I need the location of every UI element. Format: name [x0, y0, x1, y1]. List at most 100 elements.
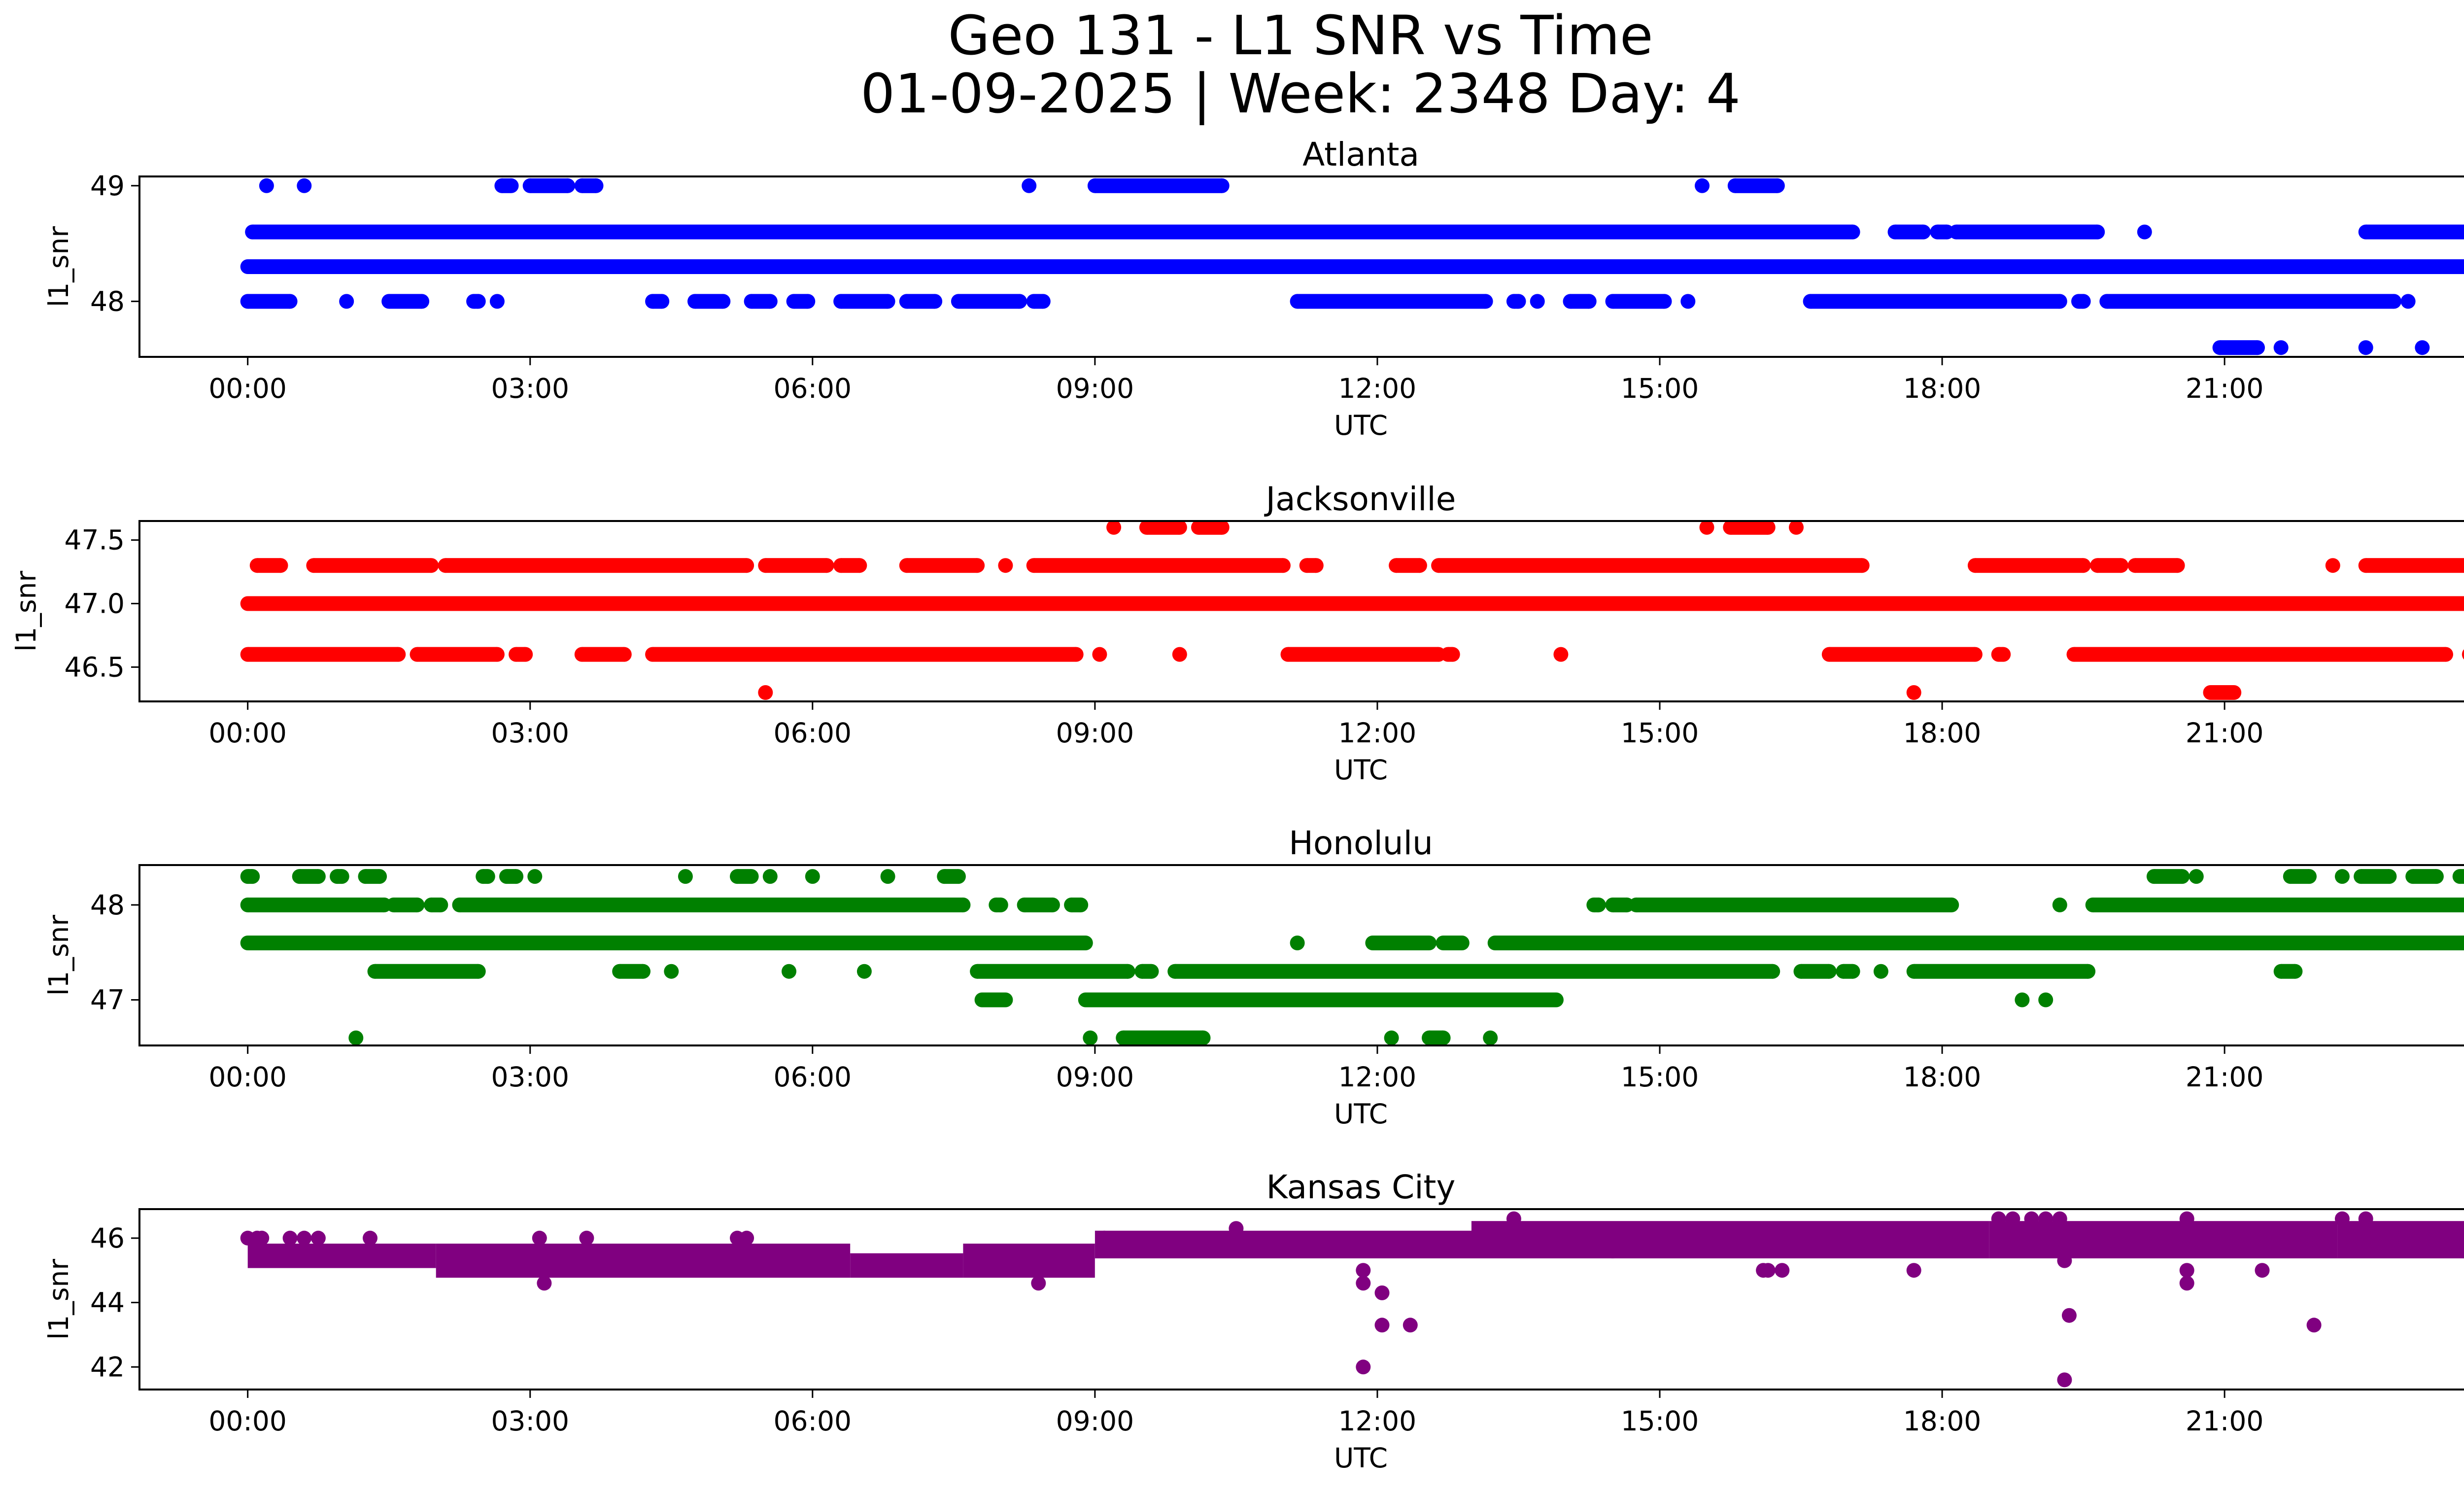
x-tick-label: 03:00	[491, 373, 569, 404]
data-point	[1280, 647, 1296, 662]
data-point	[240, 936, 255, 950]
data-point	[1403, 1318, 1418, 1333]
x-tick-label: 09:00	[1056, 373, 1134, 404]
x-tick-label: 18:00	[1903, 717, 1982, 749]
data-point	[2283, 869, 2298, 884]
data-point	[636, 964, 650, 979]
data-point	[1078, 936, 1093, 950]
data-point	[1906, 1263, 1921, 1278]
data-point	[273, 558, 288, 573]
data-point	[292, 869, 307, 884]
data-run	[1495, 936, 2464, 950]
data-point	[1793, 964, 1809, 979]
data-point	[1012, 294, 1027, 309]
x-tick-label: 21:00	[2186, 373, 2264, 404]
data-point	[522, 178, 538, 193]
x-tick-label: 18:00	[1903, 1405, 1982, 1437]
data-run	[2365, 224, 2464, 240]
data-point	[2179, 1263, 2194, 1278]
data-point	[1483, 1030, 1498, 1045]
plot-frame	[138, 520, 2464, 702]
data-point	[1445, 647, 1460, 662]
data-point	[1695, 178, 1710, 193]
x-tick-label: 12:00	[1338, 717, 1417, 749]
data-point	[2212, 340, 2227, 355]
data-band	[436, 1244, 851, 1278]
data-point	[1374, 1285, 1390, 1300]
data-point	[452, 897, 467, 912]
data-point	[612, 964, 627, 979]
data-run	[247, 647, 399, 662]
x-tick-label: 03:00	[491, 717, 569, 749]
data-point	[1092, 647, 1107, 662]
data-point	[358, 869, 373, 884]
x-tick-label: 18:00	[1903, 373, 1982, 404]
data-point	[297, 1230, 312, 1246]
data-point	[2415, 340, 2430, 355]
chart-subtitle: 01-09-2025 | Week: 2348 Day: 4	[860, 62, 1741, 126]
data-point	[1035, 294, 1051, 309]
data-point	[1214, 178, 1230, 193]
data-point	[1906, 685, 1921, 700]
data-point	[758, 685, 773, 700]
data-point	[1073, 897, 1089, 912]
data-point	[1436, 936, 1451, 950]
data-point	[2081, 964, 2096, 979]
panels: Atlanta 48 49 l1_snr 00:00 03:00 06:00 09:00 12:…	[10, 136, 2464, 1474]
data-point	[1605, 897, 1620, 912]
data-run	[445, 558, 747, 573]
data-point	[282, 294, 298, 309]
data-point	[1120, 964, 1135, 979]
data-point	[880, 294, 895, 309]
data-point	[1605, 294, 1620, 309]
y-axis-label: l1_snr	[43, 1259, 74, 1340]
data-point	[1591, 897, 1606, 912]
data-run	[1095, 178, 1222, 193]
data-point	[1431, 558, 1446, 573]
data-point	[927, 294, 943, 309]
data-point	[414, 294, 430, 309]
data-point	[1821, 647, 1837, 662]
data-point	[2076, 558, 2091, 573]
data-run	[252, 224, 1853, 240]
data-point	[2354, 869, 2369, 884]
data-point	[509, 869, 524, 884]
data-point	[951, 294, 966, 309]
data-point	[306, 558, 321, 573]
data-point	[588, 178, 604, 193]
data-point	[1605, 1244, 1620, 1258]
data-point	[1873, 964, 1888, 979]
data-band	[1989, 1221, 2338, 1258]
data-point	[2358, 224, 2373, 240]
data-point	[687, 294, 702, 309]
data-point	[1845, 964, 1860, 979]
data-point	[956, 897, 971, 912]
data-point	[998, 992, 1013, 1008]
subplot-kansas-city: Kansas City 42 44 46 l1_snr 00:00 03:00 06:00 09…	[43, 1168, 2464, 1474]
data-point	[1422, 936, 1437, 950]
data-run	[2365, 558, 2464, 573]
data-point	[1991, 1211, 2006, 1226]
data-point	[1699, 521, 1714, 535]
data-point	[2334, 869, 2350, 884]
data-point	[2127, 558, 2143, 573]
data-run	[977, 964, 1128, 979]
x-tick-label: 00:00	[208, 373, 287, 404]
data-point	[2400, 294, 2416, 309]
data-point	[951, 869, 966, 884]
y-tick-label: 48	[90, 889, 125, 921]
data-point	[2066, 647, 2082, 662]
data-point	[1944, 897, 1959, 912]
data-point	[2255, 1263, 2270, 1278]
data-band	[1095, 1230, 1472, 1258]
data-point	[438, 558, 453, 573]
data-point	[1389, 558, 1404, 573]
x-tick-label: 18:00	[1903, 1061, 1982, 1093]
data-point	[2438, 647, 2453, 662]
data-point	[739, 1230, 754, 1246]
y-tick-label: 47.0	[65, 588, 125, 620]
data-point	[1887, 224, 1903, 240]
data-point	[560, 178, 576, 193]
data-run	[1914, 964, 2088, 979]
data-point	[2250, 340, 2265, 355]
